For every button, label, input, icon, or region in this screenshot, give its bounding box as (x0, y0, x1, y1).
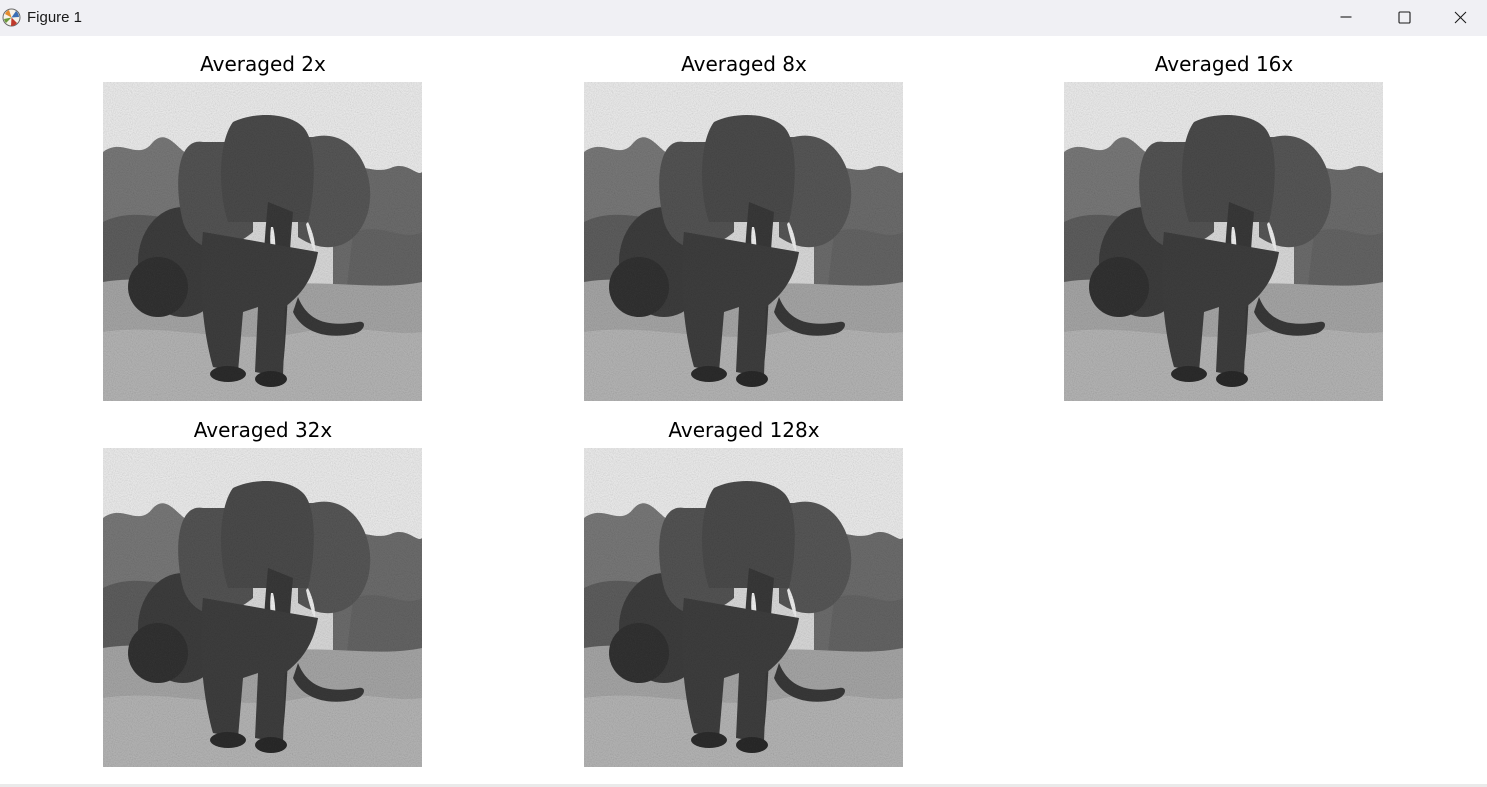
minimize-button[interactable] (1317, 0, 1375, 34)
noisy-elephant-image (584, 82, 903, 401)
maximize-icon (1397, 10, 1411, 24)
maximize-button[interactable] (1375, 0, 1433, 34)
noisy-elephant-image (584, 448, 903, 767)
matplotlib-figure-icon (2, 8, 21, 27)
noisy-elephant-image (103, 82, 422, 401)
close-icon (1454, 11, 1467, 24)
close-button[interactable] (1433, 0, 1487, 34)
subplot-title: Averaged 2x (200, 52, 326, 76)
minimize-icon (1340, 11, 1352, 23)
subplot-title: Averaged 128x (668, 418, 820, 442)
subplot-title: Averaged 8x (681, 52, 807, 76)
window-bottom-border (0, 784, 1487, 787)
subplot-title: Averaged 16x (1154, 52, 1294, 76)
subplot-title: Averaged 32x (193, 418, 333, 442)
title-bar[interactable]: Figure 1 (0, 0, 1487, 36)
noisy-elephant-image (1064, 82, 1383, 401)
figure-canvas[interactable]: Averaged 2x Averaged 8x Averaged 16x Ave… (0, 36, 1487, 784)
noisy-elephant-image (103, 448, 422, 767)
window-title: Figure 1 (27, 9, 83, 26)
